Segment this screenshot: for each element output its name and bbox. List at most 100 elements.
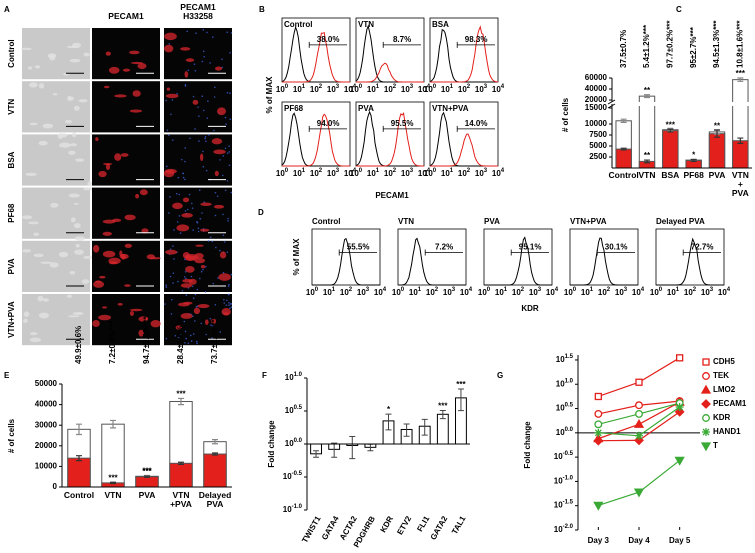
gate-percent: 7.2%	[435, 243, 453, 252]
x-tick-label: 103	[443, 287, 456, 298]
nucleus	[171, 139, 174, 141]
nucleus	[182, 176, 185, 179]
nucleus	[176, 92, 178, 95]
nucleus	[198, 189, 201, 192]
cell-texture	[67, 96, 72, 102]
x-tick-label: 103	[475, 84, 488, 95]
cell-texture	[37, 295, 44, 302]
nucleus	[214, 304, 217, 306]
error-bar	[620, 118, 627, 123]
histogram	[570, 237, 638, 286]
column-header: PECAM1 H33258	[180, 2, 216, 21]
nucleus	[191, 207, 194, 209]
nucleus	[230, 273, 233, 276]
nucleus	[226, 91, 229, 94]
nucleus	[168, 43, 171, 45]
error-bar	[178, 461, 184, 465]
histogram-frame	[397, 228, 467, 286]
stained-cell	[124, 243, 132, 248]
error-bar	[690, 159, 697, 162]
nucleus	[214, 191, 217, 194]
x-tick-label: 103	[701, 287, 714, 298]
x-tick-label: PVA	[138, 490, 156, 500]
stained-cell	[181, 213, 193, 218]
y-tick-label: 10-1.5	[554, 499, 574, 510]
x-tick-label: 101	[441, 84, 454, 95]
nucleus	[196, 221, 199, 224]
legend-marker	[700, 384, 712, 394]
legend-label: T	[713, 441, 718, 450]
histogram	[656, 237, 724, 286]
stained-cell	[188, 278, 197, 285]
cell-texture	[66, 45, 78, 49]
y-axis-label: Fold change	[523, 421, 532, 469]
nucleus	[181, 158, 183, 161]
stained-cell	[102, 162, 113, 166]
gate-percent: 14.0%	[465, 119, 488, 128]
y-tick-label: 101.5	[556, 354, 574, 365]
cell-texture	[23, 318, 28, 324]
nucleus	[166, 129, 169, 132]
cell-texture	[63, 73, 70, 76]
marker	[594, 428, 603, 437]
nucleus	[200, 322, 203, 325]
stained-cell	[192, 99, 199, 105]
cell-texture	[68, 193, 80, 198]
nucleus	[197, 227, 200, 230]
nucleus	[192, 95, 195, 98]
error-bar	[737, 137, 744, 144]
histogram-title: VTN+PVA	[432, 104, 469, 113]
cell-texture	[34, 65, 41, 69]
marker	[593, 501, 604, 511]
nucleus	[174, 334, 177, 337]
nucleus	[202, 165, 205, 168]
cell-texture	[74, 236, 86, 241]
nucleus	[179, 232, 182, 234]
micrograph	[22, 294, 90, 346]
nucleus	[229, 307, 231, 310]
panel-label: E	[4, 371, 10, 380]
nucleus	[228, 164, 231, 167]
micrograph	[164, 294, 232, 346]
stained-cell	[195, 244, 204, 247]
row-label: PVA	[7, 258, 16, 274]
x-tick-label: 104	[718, 287, 731, 298]
marker	[633, 488, 645, 498]
histogram-title: VTN	[398, 217, 414, 226]
x-tick-label: TAL1	[450, 514, 468, 536]
nucleus	[230, 306, 233, 308]
nucleus	[194, 320, 196, 322]
panel-label: A	[4, 5, 10, 14]
stained-cell	[93, 280, 105, 288]
stained-cell	[92, 320, 100, 328]
row-label: BSA	[7, 151, 16, 168]
y-tick-label: 40000	[585, 84, 608, 93]
legend-label: TEK	[713, 371, 729, 380]
stained-cell	[221, 308, 231, 316]
x-tick-label: 104	[492, 168, 505, 179]
stained-cell	[199, 153, 204, 162]
cell-texture	[52, 93, 58, 96]
nucleus	[202, 50, 205, 53]
histogram-frame	[483, 228, 553, 286]
nucleus	[211, 240, 214, 243]
cell-texture	[68, 150, 76, 155]
significance: ***	[142, 467, 152, 476]
nucleus	[201, 212, 203, 214]
cell-texture	[58, 251, 69, 258]
error-bar	[457, 388, 464, 412]
series-line	[598, 459, 681, 507]
nucleus	[195, 306, 198, 308]
nucleus	[225, 299, 228, 302]
marker	[594, 409, 603, 418]
nucleus	[184, 341, 186, 344]
x-tick-label: 103	[401, 84, 414, 95]
x-axis-label: KDR	[521, 304, 539, 313]
x-tick-label: 100	[478, 287, 491, 298]
nucleus	[179, 333, 182, 336]
x-tick-label: 100	[276, 84, 289, 95]
nucleus	[205, 169, 208, 172]
stained-cell	[135, 193, 140, 199]
cell-texture	[81, 279, 90, 284]
